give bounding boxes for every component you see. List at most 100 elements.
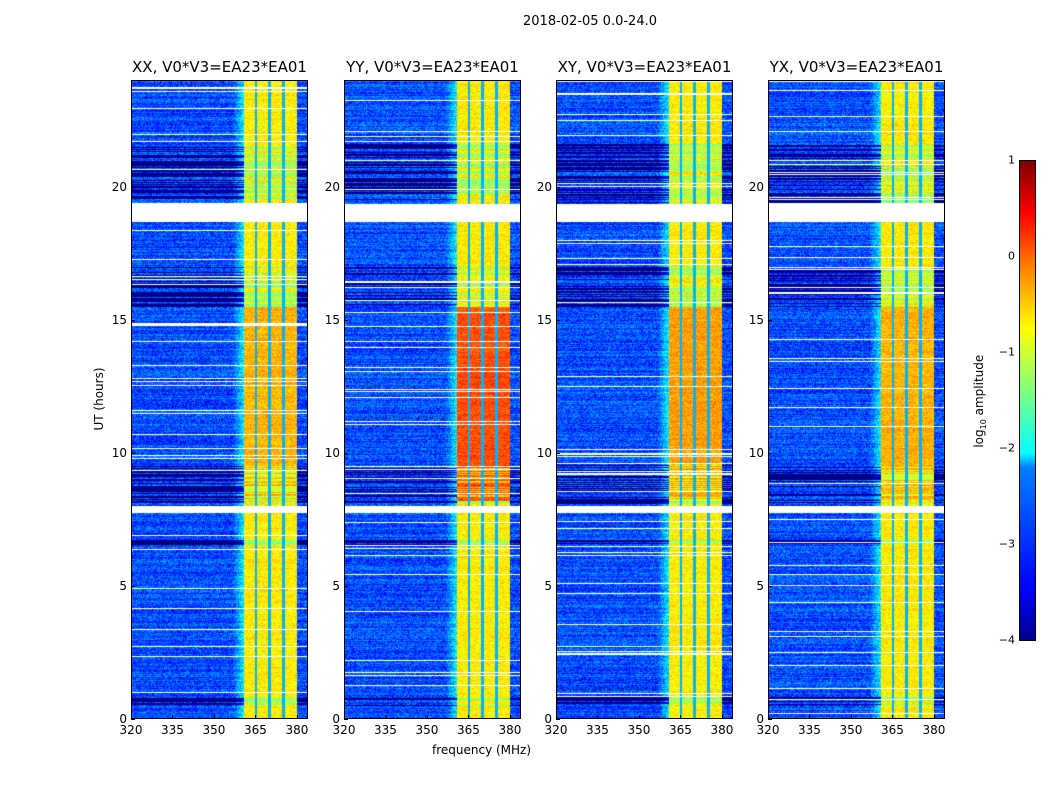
x-tick-label: 320	[119, 723, 143, 737]
colorbar-tick-label: −2	[998, 441, 1015, 455]
x-tick-label: 365	[457, 723, 480, 737]
y-tick-mark	[556, 319, 560, 321]
y-tick-label: 15	[324, 312, 340, 327]
y-tick-mark	[768, 186, 772, 188]
x-tick-mark	[680, 715, 682, 719]
y-tick-mark	[344, 585, 348, 587]
x-tick-label: 320	[332, 723, 356, 737]
y-tick-label: 15	[748, 312, 764, 327]
y-tick-label: 15	[536, 312, 552, 327]
x-tick-label: 350	[415, 723, 439, 737]
y-tick-label: 5	[332, 578, 340, 593]
y-tick-label: 10	[111, 445, 127, 460]
x-tick-mark	[933, 715, 935, 719]
y-tick-label: 5	[756, 578, 764, 593]
y-tick-mark	[131, 452, 135, 454]
y-tick-mark	[768, 319, 772, 321]
colorbar-tick-label: 1	[1008, 153, 1015, 167]
x-tick-label: 380	[710, 723, 734, 737]
x-tick-label: 335	[374, 723, 397, 737]
colorbar	[1019, 160, 1036, 641]
x-tick-label: 365	[669, 723, 692, 737]
y-tick-label: 20	[111, 179, 127, 194]
y-tick-mark	[556, 186, 560, 188]
y-tick-mark	[768, 719, 772, 720]
x-tick-label: 380	[498, 723, 522, 737]
x-tick-label: 350	[627, 723, 651, 737]
y-tick-label: 0	[332, 712, 340, 726]
y-tick-mark	[556, 719, 560, 720]
x-tick-label: 320	[544, 723, 568, 737]
y-tick-label: 10	[324, 445, 340, 460]
x-tick-label: 380	[922, 723, 946, 737]
panel-title: YX, V0*V3=EA23*EA01	[769, 58, 944, 76]
y-tick-mark	[556, 452, 560, 454]
panel-title: YY, V0*V3=EA23*EA01	[346, 58, 519, 76]
heatmap-image	[131, 80, 308, 719]
colorbar-label: log10 amplitude	[972, 351, 988, 451]
x-tick-mark	[468, 715, 470, 719]
x-tick-mark	[892, 715, 894, 719]
x-tick-label: 365	[881, 723, 904, 737]
y-tick-label: 0	[119, 712, 127, 726]
colorbar-label-sub: 10	[979, 419, 989, 430]
waterfall-panel-1: YY, V0*V3=EA23*EA01 0 5 10 15 20 320 335 350 365 3…	[325, 58, 522, 737]
x-tick-label: 350	[839, 723, 863, 737]
y-tick-mark	[344, 186, 348, 188]
x-tick-mark	[597, 715, 599, 719]
x-tick-label: 350	[202, 723, 226, 737]
x-tick-mark	[509, 715, 511, 719]
y-tick-label: 0	[544, 712, 552, 726]
y-tick-label: 20	[536, 179, 552, 194]
waterfall-panel-3: YX, V0*V3=EA23*EA01 0 5 10 15 20 320 335 350 365 3…	[749, 58, 946, 737]
y-tick-mark	[344, 719, 348, 720]
colorbar-tick-label: −1	[998, 345, 1015, 359]
waterfall-panel-0: XX, V0*V3=EA23*EA01 0 5 10 15 20 320 335 350 365 3…	[112, 58, 309, 737]
y-tick-label: 15	[111, 312, 127, 327]
x-tick-label: 335	[798, 723, 821, 737]
x-tick-label: 335	[161, 723, 184, 737]
x-tick-mark	[556, 715, 557, 719]
x-tick-mark	[213, 715, 215, 719]
x-tick-mark	[172, 715, 174, 719]
heatmap-image	[344, 80, 521, 719]
y-tick-label: 0	[756, 712, 764, 726]
colorbar-tick-label: −4	[998, 633, 1015, 647]
x-axis-label: frequency (MHz)	[432, 743, 532, 757]
x-tick-mark	[344, 715, 345, 719]
y-tick-mark	[768, 452, 772, 454]
x-tick-mark	[426, 715, 428, 719]
y-tick-label: 20	[324, 179, 340, 194]
x-tick-label: 335	[586, 723, 609, 737]
x-tick-mark	[255, 715, 257, 719]
x-tick-label: 320	[756, 723, 780, 737]
x-tick-mark	[638, 715, 640, 719]
y-tick-mark	[768, 585, 772, 587]
y-tick-mark	[131, 719, 135, 720]
waterfall-panel-2: XY, V0*V3=EA23*EA01 0 5 10 15 20 320 335 350 365 3…	[537, 58, 734, 737]
y-axis-label: UT (hours)	[92, 367, 106, 431]
colorbar-tick-label: 0	[1008, 249, 1015, 263]
y-tick-label: 10	[748, 445, 764, 460]
figure-title: 2018-02-05 0.0-24.0	[523, 14, 657, 29]
panel-title: XY, V0*V3=EA23*EA01	[557, 58, 732, 76]
colorbar-label-rest: amplitude	[971, 354, 986, 420]
x-tick-mark	[131, 715, 132, 719]
y-tick-label: 10	[536, 445, 552, 460]
colorbar-tick-label: −3	[998, 537, 1015, 551]
colorbar-label-base: log	[971, 429, 986, 448]
y-tick-mark	[344, 319, 348, 321]
x-tick-mark	[850, 715, 852, 719]
heatmap-image	[768, 80, 945, 719]
y-tick-mark	[131, 319, 135, 321]
y-tick-mark	[131, 585, 135, 587]
x-tick-mark	[385, 715, 387, 719]
panel-title: XX, V0*V3=EA23*EA01	[132, 58, 307, 76]
x-tick-mark	[809, 715, 811, 719]
x-tick-label: 365	[244, 723, 267, 737]
x-tick-mark	[721, 715, 723, 719]
y-tick-mark	[131, 186, 135, 188]
x-tick-label: 380	[285, 723, 309, 737]
x-tick-mark	[296, 715, 298, 719]
